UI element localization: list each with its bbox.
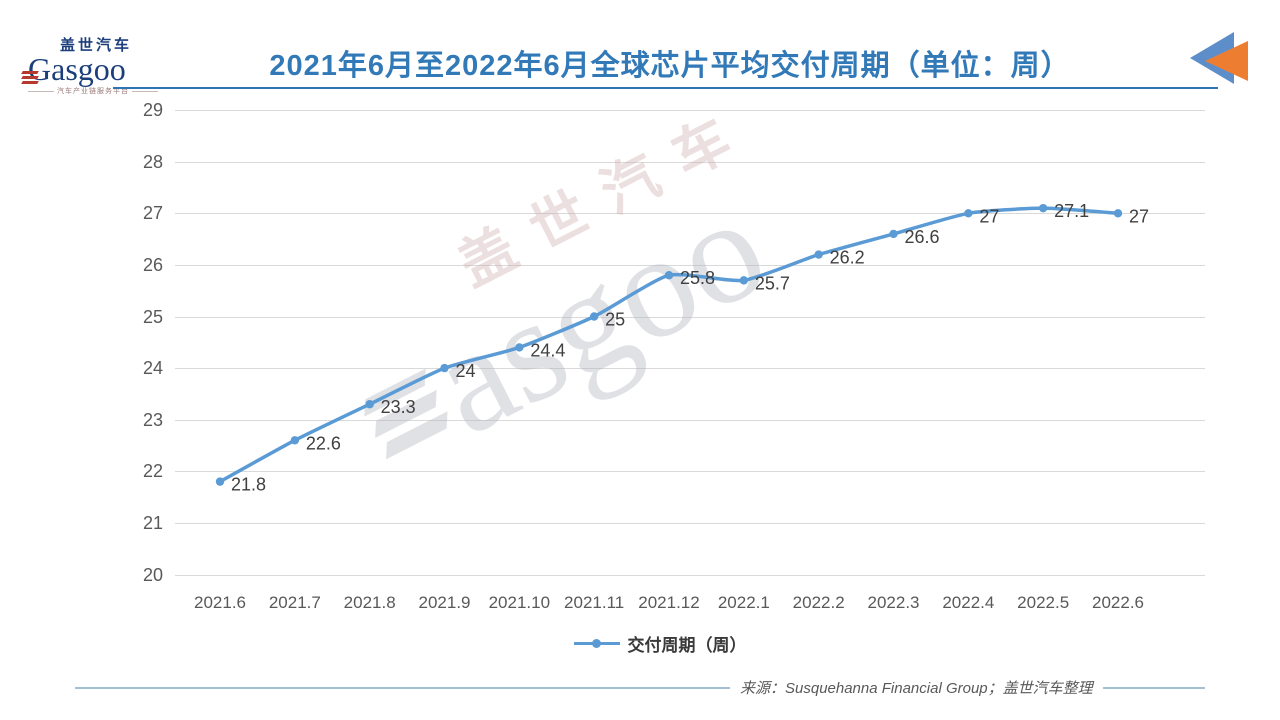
logo-wordmark: Gasgoo [21,51,158,87]
y-axis-tick: 24 [142,358,163,379]
y-axis-tick: 26 [142,254,163,275]
footer-divider-right [1102,686,1205,689]
x-axis-tick: 2021.12 [638,593,700,612]
data-point-marker [814,250,823,259]
y-axis-tick: 20 [142,564,163,585]
legend: 交付周期（周） [0,631,1280,656]
data-label: 24.4 [530,340,565,360]
data-point-marker [290,436,300,445]
data-point-marker [515,343,524,352]
data-point-marker [739,276,749,285]
data-point-marker [440,363,449,373]
data-point-marker [365,400,374,409]
x-axis-tick: 2022.5 [1017,593,1070,612]
footer: 来源：Susquehanna Financial Group；盖世汽车整理 [75,677,1205,698]
data-point-marker [964,209,973,218]
y-axis-tick: 28 [142,151,163,172]
y-axis-tick: 22 [142,461,163,482]
gridline [175,419,1205,421]
gridline [175,471,1205,473]
gridline [175,213,1205,215]
x-axis-tick: 2022.4 [942,593,995,612]
x-axis-tick: 2021.7 [268,593,321,612]
tagline-dash-left [28,90,54,92]
logo-wordmark-text: Gasgoo [28,51,126,87]
data-point-marker [215,477,225,486]
title-underline [113,87,1218,89]
x-axis-tick: 2021.11 [564,593,625,612]
data-label: 22.6 [306,433,341,453]
data-point-marker [889,229,898,239]
y-axis-tick: 29 [142,100,163,121]
x-axis-tick: 2021.8 [343,593,396,612]
chart-title: 2021年6月至2022年6月全球芯片平均交付周期（单位：周） [269,50,1071,82]
gasgoo-logo: 盖世汽车 Gasgoo 汽车产业链服务平台 [21,34,158,96]
data-point-marker [1113,209,1123,218]
data-label: 25.8 [680,268,715,288]
x-axis-tick: 2022.2 [792,593,845,612]
data-label: 26.2 [830,248,865,268]
gridline [175,316,1205,318]
data-label: 27.1 [1054,201,1089,221]
gridline [175,574,1205,576]
footer-divider-left [75,686,730,689]
y-axis-tick: 27 [142,203,163,224]
tagline-dash-right [132,90,158,92]
source-text: 来源：Susquehanna Financial Group；盖世汽车整理 [740,680,1093,697]
x-axis-tick: 2021.9 [418,593,471,612]
data-label: 25 [605,310,625,330]
data-label: 27 [1129,206,1149,226]
x-axis-tick: 2021.6 [194,593,246,612]
y-axis-tick: 25 [142,306,163,327]
x-axis-tick: 2021.10 [488,593,551,612]
data-label: 21.8 [231,475,266,495]
legend-line-marker [573,639,620,648]
logo-tagline: 汽车产业链服务平台 [28,86,158,96]
x-axis-tick: 2022.3 [867,593,920,612]
gridline [175,522,1205,524]
data-point-marker [664,271,674,280]
data-label: 23.3 [381,397,416,417]
logo-chinese-name: 盖世汽车 [60,37,133,54]
data-point-marker [589,312,599,321]
x-axis-tick: 2022.6 [1092,593,1144,612]
corner-triangles-icon [1190,32,1248,84]
data-label: 24 [456,361,476,381]
data-label: 26.6 [905,227,940,247]
legend-dot-icon [592,639,601,648]
gridline [175,368,1205,370]
y-axis-tick: 23 [142,409,163,430]
data-point-marker [1038,203,1048,213]
line-series [218,206,1120,484]
legend-label: 交付周期（周） [627,636,747,655]
x-axis-tick: 2022.1 [717,593,770,612]
data-label: 27 [979,206,999,226]
data-label: 25.7 [755,273,790,293]
y-axis-tick: 21 [142,512,163,533]
tagline-text: 汽车产业链服务平台 [57,88,129,95]
gridline [175,264,1205,266]
gridline [175,110,1205,112]
gridline [175,161,1205,163]
